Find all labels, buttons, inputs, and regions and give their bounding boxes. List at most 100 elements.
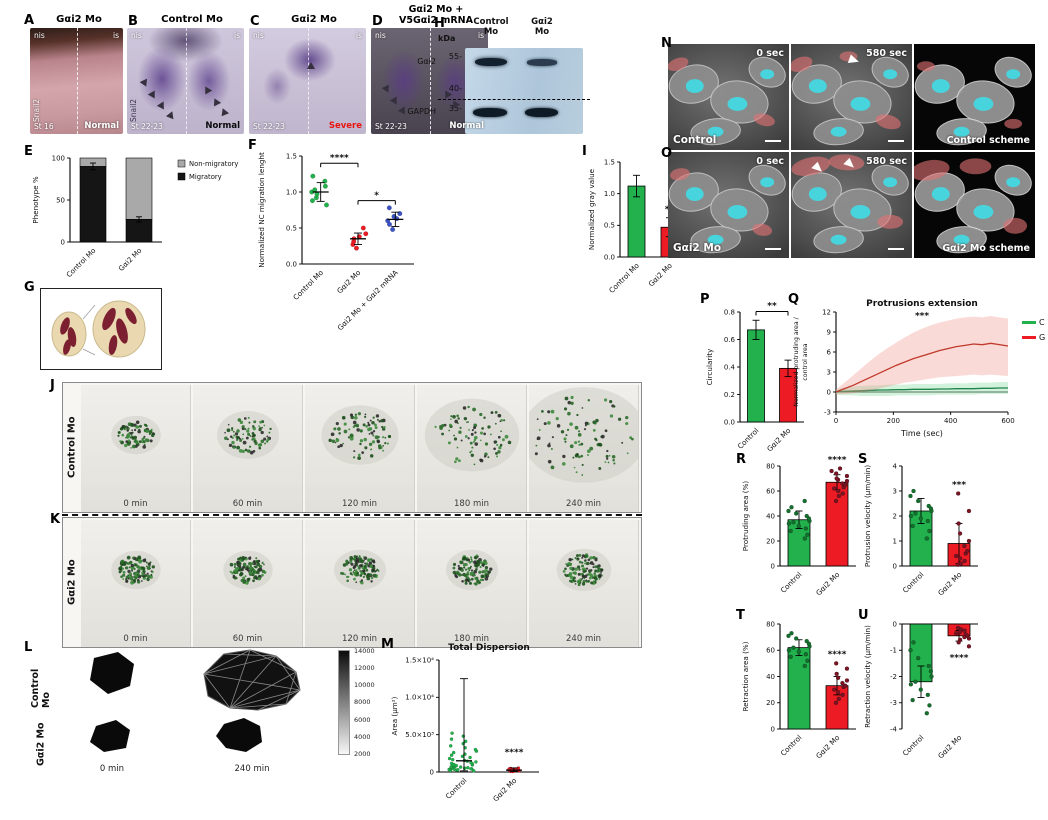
stage-label: St 22-23 xyxy=(375,122,407,131)
x-category-label: Gαi2 Mo xyxy=(491,776,518,803)
cell-dot xyxy=(260,439,265,444)
data-point xyxy=(469,760,473,765)
cell-dot xyxy=(454,460,457,464)
cell-dot xyxy=(331,439,336,444)
cell-dot xyxy=(608,454,611,457)
data-point xyxy=(925,518,931,524)
panel-letter-P: P xyxy=(700,292,710,307)
y-tick-label: 0 xyxy=(430,768,434,776)
data-point xyxy=(955,491,961,496)
panel-letter-F: F xyxy=(248,138,257,153)
cell-dot xyxy=(249,450,254,455)
cell-dot xyxy=(573,466,576,469)
panel-letter-J: J xyxy=(50,378,55,393)
cell-dot xyxy=(268,431,271,434)
data-point xyxy=(962,628,967,633)
cell-dot xyxy=(536,436,541,441)
cell-dot xyxy=(355,569,358,572)
data-point xyxy=(953,553,959,559)
gai2-band-label: Gαi2 xyxy=(417,57,436,66)
data-point xyxy=(913,511,918,516)
col-label-0min: 0 min xyxy=(99,764,125,774)
cell-dot xyxy=(122,562,127,566)
cell-dot xyxy=(117,431,121,434)
cell-dot xyxy=(142,445,147,449)
cell-dot xyxy=(362,575,365,579)
colorbar-tick: 2000 xyxy=(354,750,371,758)
cell-dot xyxy=(464,435,468,438)
cell-dot xyxy=(381,436,385,439)
cell-dot xyxy=(592,428,596,432)
cell-dot xyxy=(480,574,485,579)
cell-dot xyxy=(631,437,634,441)
cell-dot xyxy=(479,412,483,417)
cell-dot xyxy=(362,423,366,427)
data-point xyxy=(966,644,972,649)
data-point xyxy=(918,516,924,521)
cell-dot xyxy=(609,414,614,418)
cell-dot xyxy=(249,434,252,437)
cell-dot xyxy=(142,569,145,572)
data-point xyxy=(802,498,807,504)
cell-dot xyxy=(476,559,480,564)
data-point xyxy=(796,649,802,654)
explant-image xyxy=(446,549,498,591)
cell-dot xyxy=(572,576,576,580)
cell-dot xyxy=(240,560,243,563)
colorbar-tick: 10000 xyxy=(354,681,375,689)
migration-length-chart: 0.0 0.5 1.0 1.5 Normalized NC migration leng… xyxy=(257,152,414,332)
data-point xyxy=(788,528,793,534)
cell-dot xyxy=(577,430,581,433)
panel-letter-G: G xyxy=(24,280,35,295)
cell-dot xyxy=(551,436,554,439)
significance-label: **** xyxy=(950,654,969,664)
data-point xyxy=(805,658,810,663)
cell-dot xyxy=(581,463,584,466)
cell-dot xyxy=(448,429,451,432)
data-point xyxy=(915,498,921,504)
cell-dot xyxy=(465,578,469,582)
cell-dot xyxy=(145,429,150,434)
cell-dot xyxy=(538,428,541,431)
x-tick-label: 0 xyxy=(834,417,838,425)
cell-dot xyxy=(348,568,353,572)
cell-dot xyxy=(152,432,155,435)
cell-dot xyxy=(243,417,247,420)
cell-dot xyxy=(340,571,343,575)
nucleus xyxy=(973,205,994,219)
cell-dot xyxy=(145,561,148,564)
cell-dot xyxy=(567,411,571,416)
x-tick-label: 600 xyxy=(1001,417,1014,425)
y-tick-label: 40 xyxy=(766,673,775,681)
cell-dot xyxy=(133,439,137,443)
protrusion-overlay xyxy=(1003,217,1028,234)
data-point xyxy=(957,531,963,536)
cell-dot xyxy=(266,441,269,443)
x-category-label: Control Mo xyxy=(291,268,325,302)
cell-dot xyxy=(590,569,593,571)
explant-shadow xyxy=(111,550,161,590)
triangulation-control-240min xyxy=(203,649,301,711)
cell-dot xyxy=(128,572,132,576)
cell-dot xyxy=(226,428,231,433)
cell-dot xyxy=(251,562,254,565)
cell-dot xyxy=(606,449,609,453)
cell-dot xyxy=(369,564,374,569)
blot-band-gapdh-control xyxy=(473,108,507,117)
panel-letter-S: S xyxy=(858,452,868,467)
cell-dot xyxy=(149,575,153,579)
arrowhead-icon xyxy=(210,96,222,107)
data-point xyxy=(835,690,841,695)
panel-letter-I: I xyxy=(582,144,587,159)
cell-dot xyxy=(369,419,372,422)
status-label: Normal xyxy=(205,121,240,131)
cell-dot xyxy=(463,563,466,567)
y-tick-label: 100 xyxy=(52,154,65,162)
cell-dot xyxy=(504,434,509,439)
cell-dot xyxy=(588,576,592,580)
scheme-label: Gαi2 Mo scheme xyxy=(942,243,1030,254)
cell-dot xyxy=(565,434,568,437)
cell-dot xyxy=(142,440,146,444)
cell-dot xyxy=(353,456,356,459)
cell-dot xyxy=(353,450,356,453)
